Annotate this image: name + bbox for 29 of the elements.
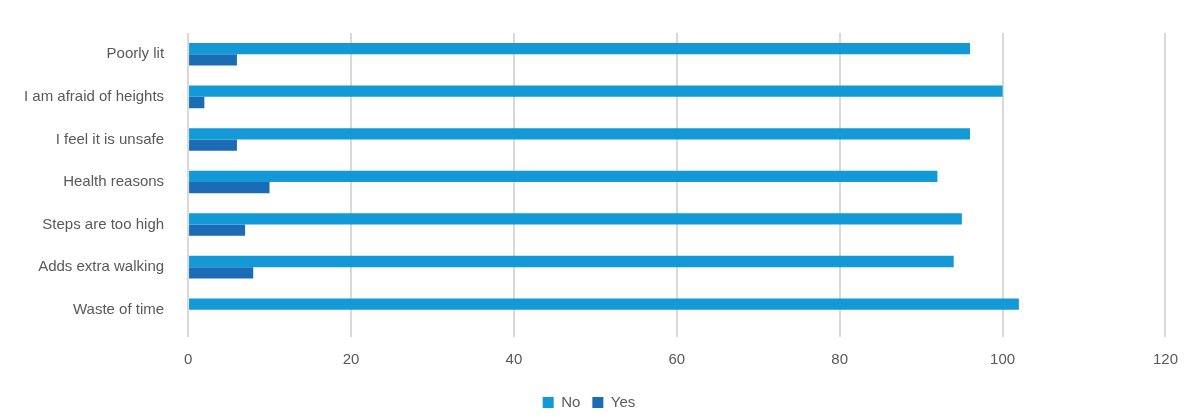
bar	[189, 298, 1019, 310]
bar	[189, 43, 970, 55]
bar	[189, 54, 237, 66]
bar	[189, 96, 205, 109]
y-tick-label: Steps are too high	[42, 214, 165, 232]
bar	[189, 213, 962, 225]
bar	[189, 128, 970, 140]
x-tick-label: 80	[831, 350, 849, 368]
y-tick-label: I feel it is unsafe	[55, 129, 165, 147]
x-tick-label: 120	[1152, 350, 1178, 368]
y-tick-label: I am afraid of heights	[24, 87, 165, 104]
y-tick-label: Waste of time	[72, 299, 165, 317]
x-tick-label: 0	[183, 350, 193, 368]
bar	[189, 255, 954, 268]
bar	[189, 182, 270, 194]
bar	[189, 139, 237, 151]
bar	[189, 85, 1003, 97]
y-tick-label: Adds extra walking	[38, 257, 165, 275]
x-tick-label: 40	[505, 350, 523, 368]
bar	[189, 224, 246, 236]
bar	[189, 267, 254, 279]
x-tick-label: 100	[990, 350, 1016, 368]
legend-label: No	[561, 392, 581, 410]
y-tick-label: Poorly lit	[106, 44, 165, 62]
bar	[189, 170, 938, 182]
x-tick-label: 20	[342, 350, 360, 368]
y-tick-label: Health reasons	[63, 172, 165, 190]
x-tick-label: 60	[668, 350, 686, 368]
legend-label: Yes	[610, 392, 636, 410]
